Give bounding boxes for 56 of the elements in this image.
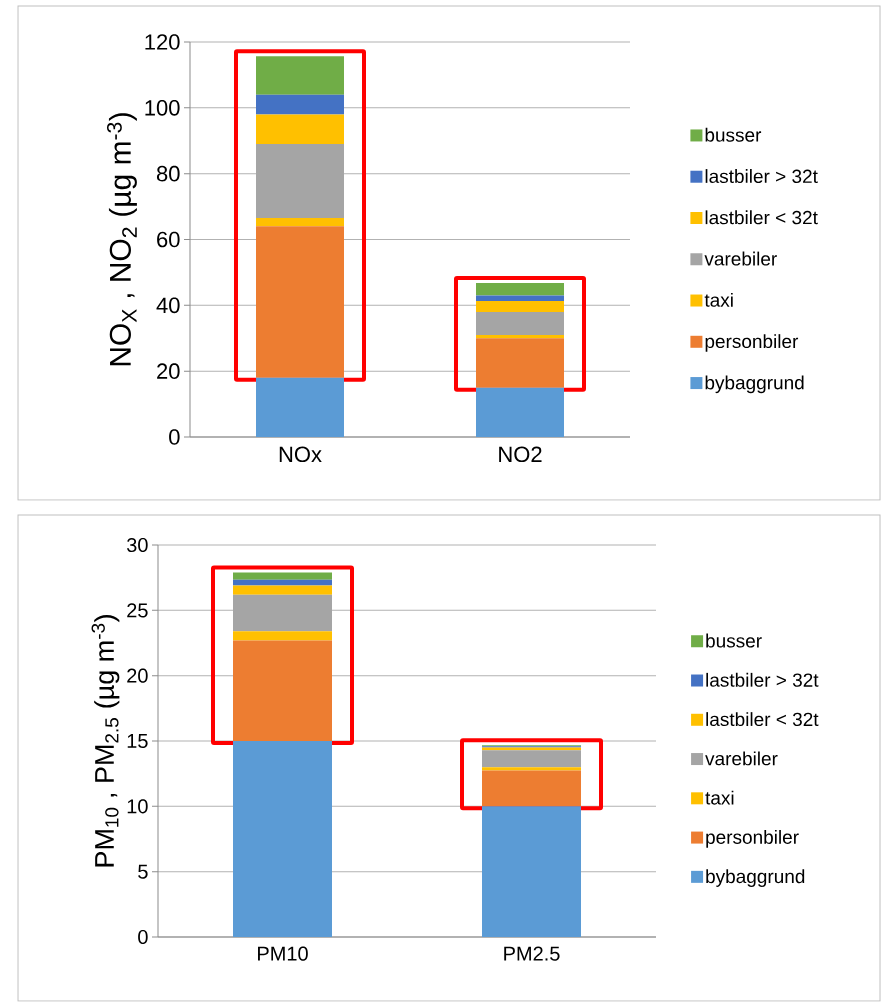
legend-label: lastbiler > 32t <box>705 169 818 184</box>
y-tick-label: 20 <box>127 668 148 683</box>
bar <box>256 94 344 115</box>
legend-label: bybaggrund <box>705 375 804 394</box>
x-tick-label: PM2.5 <box>504 946 560 961</box>
legend-label: personbiler <box>705 334 799 352</box>
bar <box>256 218 344 227</box>
bar <box>482 770 582 807</box>
bar <box>233 572 332 580</box>
y-tick-label: 5 <box>138 864 148 879</box>
y-tick-label: 25 <box>127 603 148 618</box>
y-tick-label: 0 <box>138 929 148 945</box>
y-tick-label: 10 <box>127 799 148 814</box>
legend-label: lastbiler < 32t <box>705 210 818 225</box>
y-tick-label: 15 <box>127 734 148 748</box>
y-tick-label: 100 <box>145 100 180 116</box>
bar <box>256 226 344 378</box>
y-tick-label: 40 <box>156 297 180 314</box>
bar <box>233 594 332 632</box>
x-tick-label: NOx <box>279 446 322 463</box>
legend-label: busser <box>706 633 762 648</box>
y-tick-label: 30 <box>126 537 148 553</box>
legend-label: busser <box>705 127 762 142</box>
legend-label: bybaggrund <box>706 869 805 887</box>
legend-label: lastbiler < 32t <box>706 712 819 727</box>
bar <box>476 301 564 312</box>
bar <box>476 311 564 335</box>
legend-label: varebiler <box>705 751 778 766</box>
bar <box>256 56 344 95</box>
y-tick-label: 0 <box>169 429 180 445</box>
bar <box>476 334 564 339</box>
bar <box>476 338 564 388</box>
y-tick-label: 60 <box>157 231 180 248</box>
bar <box>233 585 332 595</box>
y-tick-label: 80 <box>156 165 180 182</box>
bar <box>476 295 564 302</box>
legend-label: lastbiler > 32t <box>706 672 819 687</box>
x-tick-label: PM10 <box>258 946 308 961</box>
bar <box>256 377 344 438</box>
bar <box>256 114 344 145</box>
bar <box>482 767 582 771</box>
legend-label: taxi <box>705 790 734 805</box>
bar <box>256 144 344 219</box>
y-axis-title: NO$_{X}$ , NO$_{2}$ (µg m$^{-3}$) <box>106 113 137 366</box>
bar <box>233 579 332 586</box>
legend-label: personbiler <box>706 829 799 848</box>
y-tick-label: 20 <box>157 363 180 379</box>
legend-label: taxi <box>704 292 733 307</box>
bar <box>233 631 332 641</box>
x-tick-label: NO2 <box>499 446 542 463</box>
bar <box>482 750 582 768</box>
y-tick-label: 120 <box>145 34 180 50</box>
bar <box>233 640 332 742</box>
bar <box>476 282 564 296</box>
legend-label: varebiler <box>704 251 777 266</box>
y-axis-title: PM$_{10}$ , PM$_{2.5}$ (µg m$^{-3}$) <box>91 615 120 867</box>
